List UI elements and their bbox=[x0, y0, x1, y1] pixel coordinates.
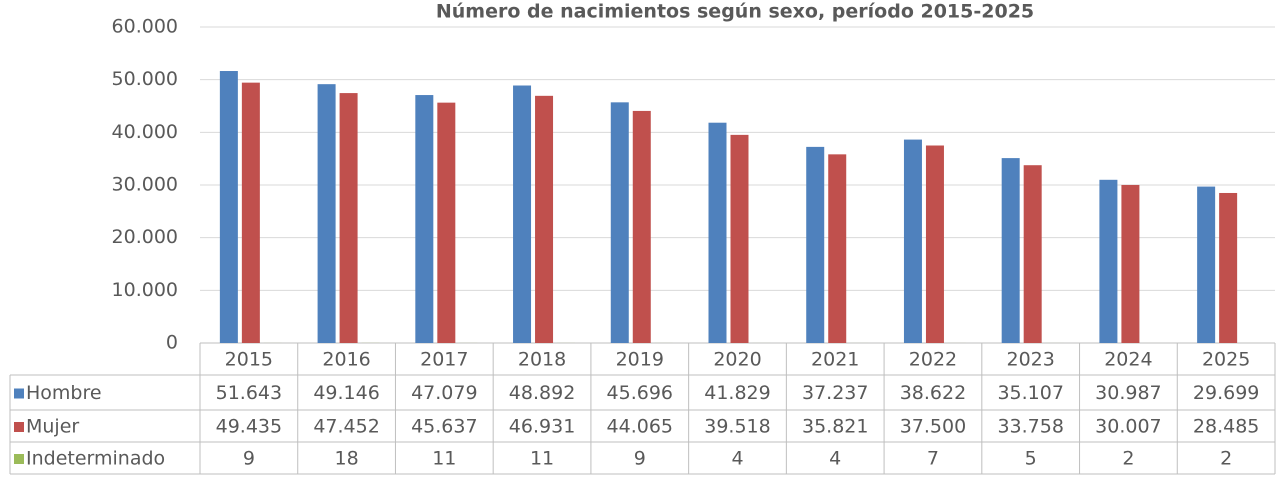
legend-swatch bbox=[14, 454, 24, 464]
bar bbox=[513, 85, 532, 343]
bar bbox=[903, 139, 922, 343]
table-cell: 28.485 bbox=[1193, 416, 1259, 438]
bar bbox=[1023, 165, 1042, 343]
bar bbox=[317, 84, 336, 343]
x-tick-label: 2022 bbox=[909, 349, 957, 371]
legend-label: Mujer bbox=[26, 416, 79, 438]
table-cell: 11 bbox=[432, 448, 456, 470]
table-cell: 18 bbox=[334, 448, 358, 470]
table-cell: 4 bbox=[829, 448, 841, 470]
bar bbox=[730, 134, 749, 343]
x-tick-label: 2024 bbox=[1104, 349, 1152, 371]
bar bbox=[1197, 186, 1216, 343]
table-cell: 39.518 bbox=[704, 416, 770, 438]
table-cell: 46.931 bbox=[509, 416, 575, 438]
table-cell: 48.892 bbox=[509, 382, 575, 404]
table-cell: 37.500 bbox=[900, 416, 966, 438]
bar bbox=[708, 122, 727, 344]
table-cell: 35.107 bbox=[997, 382, 1063, 404]
table-cell: 49.435 bbox=[216, 416, 282, 438]
bar bbox=[1219, 192, 1238, 343]
table-cell: 51.643 bbox=[216, 382, 282, 404]
y-tick-label: 30.000 bbox=[112, 174, 178, 196]
table-cell: 29.699 bbox=[1193, 382, 1259, 404]
chart-title: Número de nacimientos según sexo, períod… bbox=[436, 1, 1034, 23]
table-cell: 5 bbox=[1025, 448, 1037, 470]
table-cell: 30.007 bbox=[1095, 416, 1161, 438]
table-cell: 44.065 bbox=[607, 416, 673, 438]
table-cell: 2 bbox=[1122, 448, 1134, 470]
x-tick-label: 2025 bbox=[1202, 349, 1250, 371]
y-tick-label: 50.000 bbox=[112, 68, 178, 90]
bar bbox=[437, 102, 456, 343]
bar bbox=[632, 110, 651, 343]
legend-label: Indeterminado bbox=[26, 448, 165, 470]
table-cell: 9 bbox=[634, 448, 646, 470]
bar bbox=[610, 102, 629, 343]
bar bbox=[1121, 184, 1140, 343]
x-tick-label: 2023 bbox=[1007, 349, 1055, 371]
table-cell: 33.758 bbox=[997, 416, 1063, 438]
table-cell: 2 bbox=[1220, 448, 1232, 470]
bar bbox=[1001, 158, 1020, 343]
table-cell: 38.622 bbox=[900, 382, 966, 404]
legend-swatch bbox=[14, 422, 24, 432]
table-cell: 30.987 bbox=[1095, 382, 1161, 404]
table-cell: 47.452 bbox=[313, 416, 379, 438]
bar bbox=[535, 95, 554, 343]
legend-label: Hombre bbox=[26, 382, 102, 404]
bar bbox=[1099, 179, 1118, 343]
bar bbox=[241, 82, 260, 343]
x-tick-label: 2015 bbox=[225, 349, 273, 371]
legend-swatch bbox=[14, 388, 24, 399]
x-tick-label: 2017 bbox=[420, 349, 468, 371]
table-cell: 45.696 bbox=[607, 382, 673, 404]
table-cell: 45.637 bbox=[411, 416, 477, 438]
y-tick-label: 60.000 bbox=[112, 16, 178, 38]
table-cell: 9 bbox=[243, 448, 255, 470]
x-tick-label: 2018 bbox=[518, 349, 566, 371]
table-cell: 35.821 bbox=[802, 416, 868, 438]
x-tick-label: 2020 bbox=[713, 349, 761, 371]
bar bbox=[219, 71, 238, 343]
table-cell: 11 bbox=[530, 448, 554, 470]
x-tick-label: 2016 bbox=[322, 349, 370, 371]
table-cell: 7 bbox=[927, 448, 939, 470]
table-cell: 41.829 bbox=[704, 382, 770, 404]
x-tick-label: 2019 bbox=[616, 349, 664, 371]
bar bbox=[806, 146, 825, 343]
table-cell: 37.237 bbox=[802, 382, 868, 404]
table-cell: 49.146 bbox=[313, 382, 379, 404]
x-tick-label: 2021 bbox=[811, 349, 859, 371]
bar bbox=[828, 154, 847, 343]
y-tick-label: 40.000 bbox=[112, 121, 178, 143]
bar bbox=[925, 145, 944, 343]
y-tick-label: 20.000 bbox=[112, 226, 178, 248]
y-tick-label: 10.000 bbox=[112, 279, 178, 301]
bar bbox=[339, 93, 358, 343]
table-cell: 47.079 bbox=[411, 382, 477, 404]
table-cell: 4 bbox=[731, 448, 743, 470]
bar bbox=[415, 95, 434, 343]
y-tick-label: 0 bbox=[166, 332, 178, 354]
